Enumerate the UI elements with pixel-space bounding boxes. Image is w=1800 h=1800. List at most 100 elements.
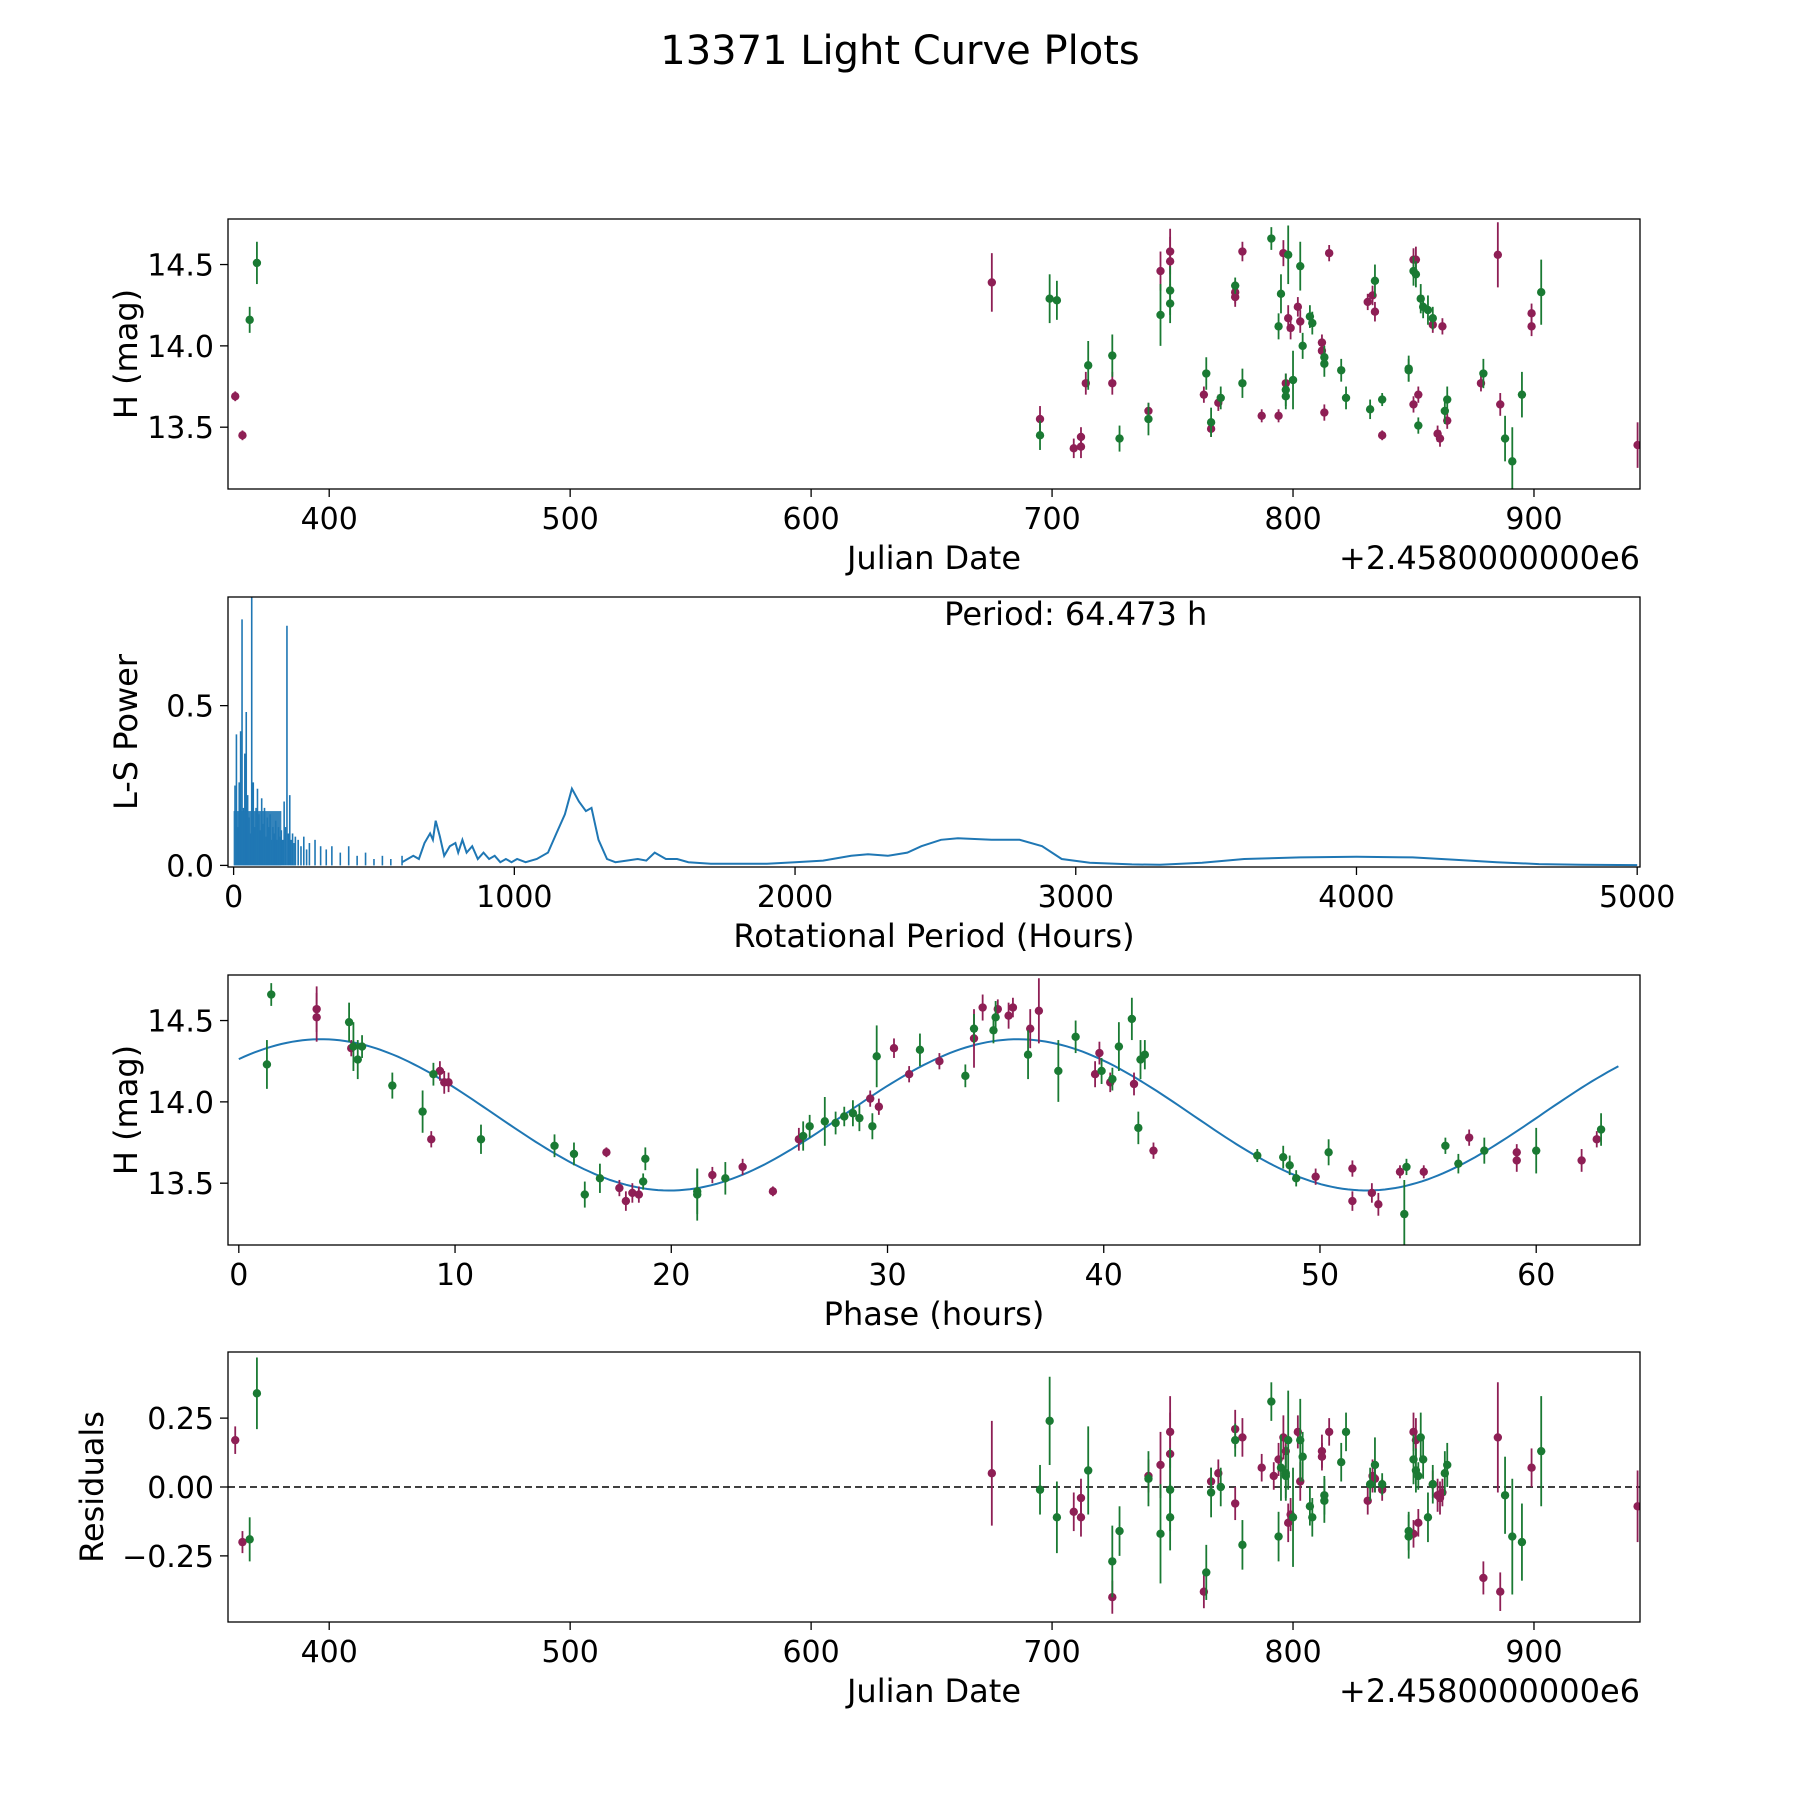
data-point xyxy=(1129,1079,1139,1089)
periodogram-line xyxy=(401,786,1638,867)
data-point xyxy=(418,1107,427,1116)
data-point xyxy=(252,1389,262,1398)
data-point xyxy=(1008,1003,1018,1012)
data-point xyxy=(889,1043,899,1053)
data-point xyxy=(1633,440,1640,450)
data-point xyxy=(1257,411,1266,421)
data-point xyxy=(935,1057,944,1066)
data-point xyxy=(1517,1537,1527,1547)
data-point xyxy=(693,1187,702,1196)
x-offset-text: +2.4580000000e6 xyxy=(1339,539,1640,577)
data-point xyxy=(1411,270,1421,279)
data-point xyxy=(628,1188,637,1198)
data-point xyxy=(1165,299,1175,308)
data-point xyxy=(1441,1141,1450,1150)
data-point xyxy=(798,1131,808,1141)
data-point xyxy=(1293,302,1303,312)
data-point xyxy=(1348,1164,1357,1173)
data-point xyxy=(1404,1526,1413,1536)
data-point xyxy=(1230,1499,1240,1508)
data-point xyxy=(595,1174,605,1183)
period-annotation: Period: 64.473 h xyxy=(944,595,1207,633)
x-tick-label: 0 xyxy=(224,880,243,915)
data-point xyxy=(1416,1433,1425,1442)
data-point xyxy=(1069,1507,1078,1516)
data-point xyxy=(1156,266,1165,276)
data-point xyxy=(1377,431,1387,440)
panel-lightcurve: 400 500 600 700 800 900 13.5 14.0 14.5 Julian Dat… xyxy=(107,218,1641,577)
data-point xyxy=(1517,390,1527,399)
data-point xyxy=(1633,1502,1640,1511)
data-point xyxy=(1095,1048,1104,1058)
data-point xyxy=(1279,1152,1288,1162)
data-point xyxy=(1365,405,1375,414)
data-point xyxy=(638,1177,648,1186)
data-point xyxy=(1317,338,1327,347)
data-point xyxy=(1324,1427,1334,1437)
data-point xyxy=(1404,366,1413,375)
data-point xyxy=(1144,1474,1153,1483)
plot-area xyxy=(228,1357,1640,1614)
data-point xyxy=(991,1013,1000,1022)
data-point xyxy=(1443,1460,1452,1470)
data-point xyxy=(1052,296,1062,305)
panel-phased: 0 10 20 30 40 50 60 13.5 14.0 14.5 Phase (hours) H … xyxy=(107,974,1641,1333)
data-point xyxy=(1537,1446,1546,1456)
data-point xyxy=(1090,1070,1100,1079)
data-point xyxy=(1034,1006,1044,1015)
x-tick-label: 400 xyxy=(301,502,358,537)
data-point xyxy=(1097,1066,1106,1076)
data-point xyxy=(1274,411,1283,421)
data-point xyxy=(1324,1148,1333,1157)
data-point xyxy=(1115,434,1124,443)
x-axis-label: Phase (hours) xyxy=(824,1295,1045,1333)
data-point xyxy=(978,1003,987,1012)
data-point xyxy=(855,1113,864,1123)
data-point xyxy=(1377,1480,1387,1489)
data-point xyxy=(1253,1151,1262,1160)
x-tick-label: 1000 xyxy=(476,880,552,915)
data-point xyxy=(476,1135,486,1144)
x-tick-label: 800 xyxy=(1264,502,1321,537)
data-point xyxy=(840,1112,849,1121)
data-point xyxy=(1045,1416,1054,1426)
data-point xyxy=(1267,1397,1276,1406)
data-point xyxy=(231,1435,240,1445)
data-point xyxy=(1023,1050,1033,1059)
data-point xyxy=(1479,1573,1488,1583)
plot-area xyxy=(238,978,1619,1245)
x-offset-text: +2.4580000000e6 xyxy=(1339,1672,1640,1710)
data-point xyxy=(1414,421,1423,430)
y-tick-label: −0.25 xyxy=(122,1540,214,1575)
data-point xyxy=(866,1094,875,1103)
data-point xyxy=(1267,234,1276,243)
data-point xyxy=(1370,307,1380,316)
data-point xyxy=(1341,1427,1351,1437)
data-point xyxy=(1298,341,1307,351)
data-point xyxy=(1320,1496,1329,1505)
data-point xyxy=(357,1042,367,1051)
data-point xyxy=(868,1122,877,1131)
data-point xyxy=(820,1117,830,1126)
data-point xyxy=(1320,359,1329,368)
data-point xyxy=(1409,400,1418,409)
data-point xyxy=(1370,1460,1380,1470)
data-point xyxy=(1435,434,1445,443)
data-point xyxy=(1348,1196,1357,1206)
data-point xyxy=(1035,414,1045,424)
data-point xyxy=(831,1118,840,1128)
data-point xyxy=(1496,400,1505,409)
data-point xyxy=(1496,1587,1505,1596)
y-tick-label: 14.0 xyxy=(147,1086,214,1121)
data-point xyxy=(1052,1513,1062,1522)
data-point xyxy=(1414,1518,1423,1528)
data-point xyxy=(1199,390,1209,399)
y-axis-label: L-S Power xyxy=(107,653,145,810)
y-axis-label: H (mag) xyxy=(107,289,145,419)
data-point xyxy=(1202,369,1211,378)
data-point xyxy=(1341,393,1351,403)
x-axis-label: Rotational Period (Hours) xyxy=(733,917,1134,955)
y-tick-label: 0.5 xyxy=(166,690,214,725)
